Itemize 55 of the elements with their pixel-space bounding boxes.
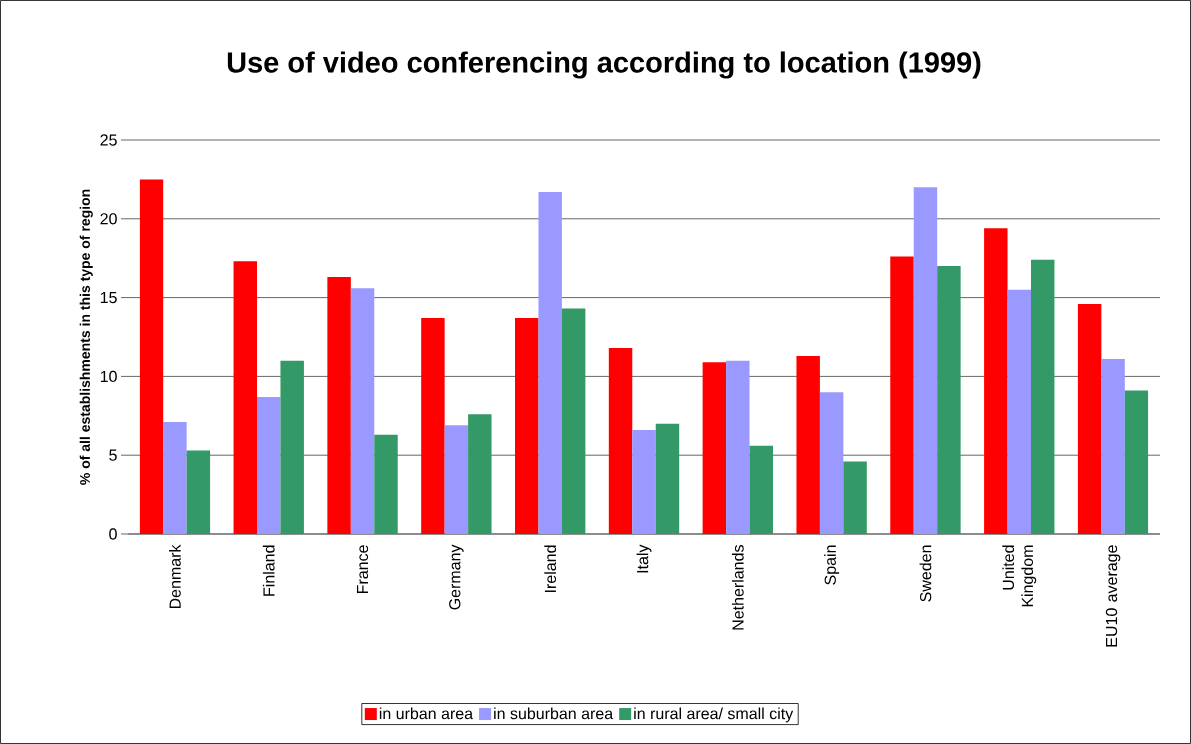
bar xyxy=(163,422,187,534)
bar xyxy=(655,423,680,534)
bar xyxy=(702,362,727,534)
bar xyxy=(1101,359,1125,534)
bar xyxy=(538,192,562,534)
x-tick-label: Netherlands xyxy=(731,545,744,630)
bar xyxy=(937,266,961,534)
bar xyxy=(843,461,867,534)
legend-label: in rural area/ small city xyxy=(634,707,794,723)
bar xyxy=(984,228,1008,534)
bar xyxy=(1031,259,1055,534)
bar xyxy=(139,179,164,534)
x-tick-label: United Kingdom xyxy=(1002,545,1037,607)
bar xyxy=(515,318,539,534)
bar xyxy=(421,318,445,534)
x-tick-label: Ireland xyxy=(544,545,557,592)
y-axis-title: % of all establishments in this type of region xyxy=(79,189,93,485)
bar xyxy=(749,445,773,534)
bar xyxy=(1007,289,1031,534)
x-tick-label: Germany xyxy=(449,544,464,610)
bar xyxy=(890,256,914,534)
bar xyxy=(796,355,820,534)
bar xyxy=(350,288,375,534)
x-tick-label: EU10 average xyxy=(1105,545,1121,647)
legend-label: in suburban area xyxy=(494,707,614,720)
bar xyxy=(468,414,492,534)
chart-title: Use of video conferencing according to location (1999) xyxy=(227,51,981,79)
x-tick-label: Italy xyxy=(636,544,652,573)
bar xyxy=(561,308,586,534)
bar xyxy=(632,429,656,534)
bar xyxy=(913,187,938,534)
x-tick-label: Finland xyxy=(262,545,275,596)
x-tick-label: France xyxy=(356,545,369,593)
y-tick-label: 25 xyxy=(100,134,117,146)
bar xyxy=(1077,303,1102,534)
bar xyxy=(608,348,633,534)
y-tick-label: 15 xyxy=(100,292,117,304)
bar xyxy=(233,261,258,534)
bar xyxy=(257,396,281,534)
bar xyxy=(819,392,844,534)
x-tick-label: Denmark xyxy=(169,544,181,609)
x-tick-label: Sweden xyxy=(919,545,932,602)
bar xyxy=(444,425,469,534)
bar xyxy=(374,434,398,534)
bar xyxy=(186,450,211,534)
y-tick-label: 5 xyxy=(109,449,117,461)
bar xyxy=(1124,390,1149,534)
x-tick-label: Spain xyxy=(824,545,840,585)
bar xyxy=(327,277,351,534)
y-tick-label: 0 xyxy=(109,528,117,540)
legend-label: in urban area xyxy=(379,707,474,720)
bar xyxy=(280,360,304,534)
bar xyxy=(726,360,750,534)
y-tick-label: 10 xyxy=(100,370,117,383)
y-tick-label: 20 xyxy=(100,213,117,225)
